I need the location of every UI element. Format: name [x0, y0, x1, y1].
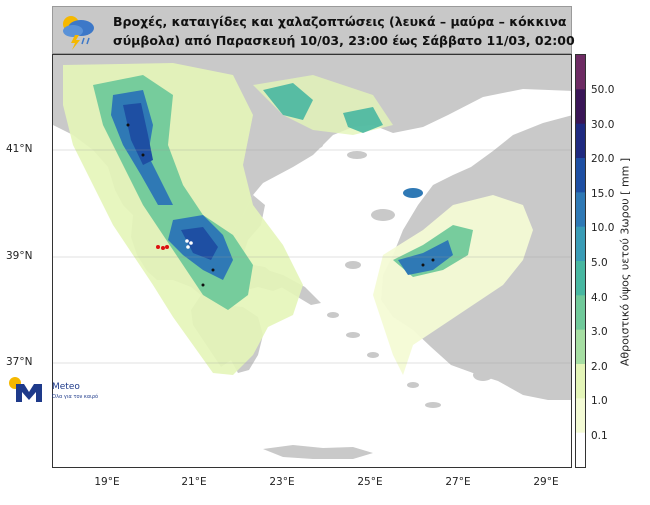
lat-tick-39: 39°N [6, 250, 33, 262]
colorbar-segment [576, 192, 585, 228]
lat-tick-37: 37°N [6, 356, 33, 368]
colorbar-segment [576, 398, 585, 434]
map-canvas [53, 55, 571, 459]
cb-label: 3.0 [591, 326, 608, 338]
colorbar-segment [576, 432, 585, 467]
colorbar-segment [576, 295, 585, 331]
lon-tick-21: 21°E [181, 476, 207, 488]
precip-mid-north [263, 83, 313, 120]
storm-cloud-icon [63, 16, 94, 50]
title-line-1: Βροχές, καταιγίδες και χαλαζοπτώσεις (λε… [113, 14, 567, 29]
land-crete [263, 445, 373, 459]
cb-label: 4.0 [591, 292, 608, 304]
colorbar-segment [576, 226, 585, 262]
cb-label: 2.0 [591, 361, 608, 373]
cb-label: 50.0 [591, 84, 615, 96]
meteo-brand-name: Meteo [52, 382, 80, 392]
colorbar-segment [576, 329, 585, 365]
lon-tick-27: 27°E [445, 476, 471, 488]
precip-mid-n2 [343, 107, 383, 133]
meteo-logo-icon [9, 377, 42, 402]
cb-label: 0.1 [591, 430, 608, 442]
title-line-2: σύμβολα) από Παρασκευή 10/03, 23:00 έως … [113, 33, 575, 48]
lon-tick-23: 23°E [269, 476, 295, 488]
colorbar-segment [576, 89, 585, 125]
colorbar-segment [576, 158, 585, 193]
colorbar-segment [576, 364, 585, 399]
colorbar-segment [576, 55, 585, 90]
precip-core-central [181, 227, 218, 260]
precip-core-west [123, 103, 153, 165]
colorbar [575, 54, 586, 468]
colorbar-segment [576, 123, 585, 159]
cb-label: 20.0 [591, 153, 615, 165]
lon-tick-29: 29°E [533, 476, 559, 488]
colorbar-title: Αθροιστικό ύψος υετού 3ωρου [ mm ] [618, 157, 632, 367]
title-banner: Βροχές, καταιγίδες και χαλαζοπτώσεις (λε… [52, 6, 575, 54]
cb-label: 30.0 [591, 119, 615, 131]
precip-light-east [373, 195, 533, 375]
lon-tick-19: 19°E [94, 476, 120, 488]
lon-tick-25: 25°E [357, 476, 383, 488]
precip-heavy-east [398, 240, 453, 275]
cb-label: 1.0 [591, 395, 608, 407]
lat-tick-41: 41°N [6, 143, 33, 155]
cb-label: 5.0 [591, 257, 608, 269]
meteo-brand-tagline: Όλα για τον καιρό [52, 394, 99, 400]
precipitation-map [52, 54, 572, 468]
colorbar-segment [576, 261, 585, 296]
cb-label: 15.0 [591, 188, 615, 200]
cb-label: 10.0 [591, 222, 615, 234]
